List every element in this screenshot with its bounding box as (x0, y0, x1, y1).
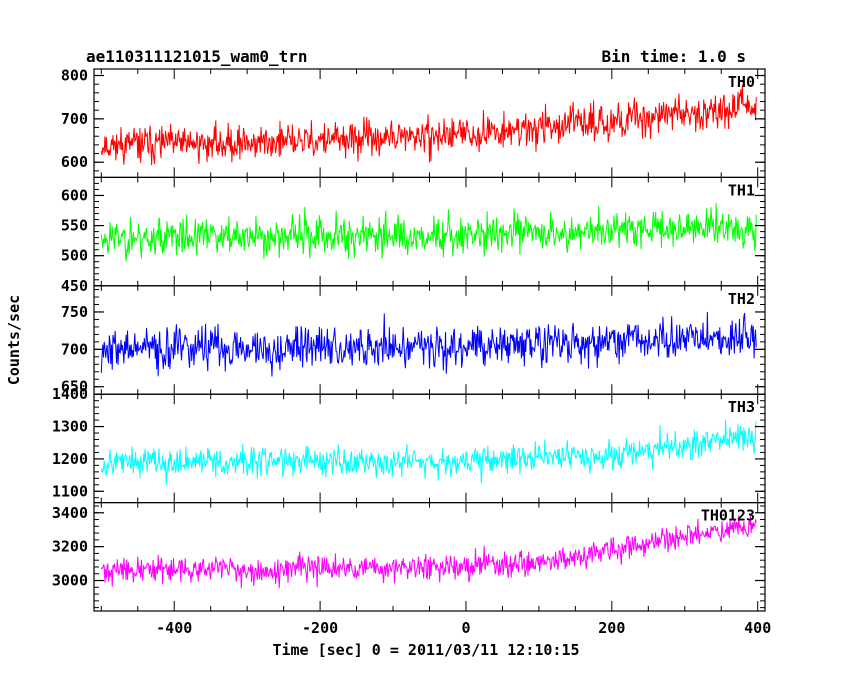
y-tick-label: 600 (61, 186, 88, 204)
series-th1-line (100, 202, 757, 262)
y-tick-label: 1400 (52, 385, 88, 403)
y-tick-label: 750 (61, 303, 88, 321)
x-tick-label: 400 (744, 619, 771, 637)
panel-name-th2: TH2 (728, 290, 755, 308)
y-tick-label: 3000 (52, 572, 88, 590)
y-tick-label: 1200 (52, 450, 88, 468)
y-tick-label: 800 (61, 67, 88, 85)
panel-frame (93, 393, 766, 504)
panel-name-th0123: TH0123 (701, 507, 755, 525)
x-tick-label: -200 (302, 619, 338, 637)
panel-th3: 1100 1200 1300 1400 TH3 (52, 385, 766, 504)
y-tick-label: 600 (61, 153, 88, 171)
x-tick-label: -400 (156, 619, 192, 637)
series-th3-line (100, 420, 757, 485)
bin-time-label: Bin time: 1.0 s (602, 47, 747, 66)
y-tick-label: 1300 (52, 418, 88, 436)
panel-th0123: 3000 3200 3400 TH0123 (52, 502, 766, 612)
y-tick-label: 700 (61, 110, 88, 128)
x-tick-label: 0 (461, 619, 470, 637)
y-tick-label: 450 (61, 277, 88, 295)
y-tick-label: 500 (61, 247, 88, 265)
panel-th1: 450 500 550 600 TH1 (61, 176, 766, 295)
y-tick-label: 550 (61, 217, 88, 235)
x-axis-label: Time [sec] 0 = 2011/03/11 12:10:15 (272, 641, 579, 659)
panel-name-th3: TH3 (728, 398, 755, 416)
panels-group: 600 700 800 TH0 450 500 550 600 TH1 650 700 750 TH2 1… (52, 67, 766, 612)
y-tick-label: 3200 (52, 538, 88, 556)
series-th0123-line (100, 515, 757, 589)
y-axis-label: Counts/sec (5, 295, 23, 385)
x-tick-label: 200 (598, 619, 625, 637)
panel-th0: 600 700 800 TH0 (61, 67, 766, 179)
x-axis: -400 -200 0 200 400 (156, 619, 771, 637)
series-th0-line (100, 84, 757, 166)
panel-name-th1: TH1 (728, 181, 755, 199)
panel-frame (93, 502, 766, 612)
y-tick-label: 3400 (52, 504, 88, 522)
y-tick-label: 650 (61, 378, 88, 396)
y-tick-label: 1100 (52, 482, 88, 500)
panel-name-th0: TH0 (728, 73, 755, 91)
series-th2-line (100, 311, 757, 377)
observation-id-title: ae110311121015_wam0_trn (86, 47, 308, 66)
y-tick-label: 700 (61, 340, 88, 358)
panel-th2: 650 700 750 TH2 (61, 285, 766, 396)
